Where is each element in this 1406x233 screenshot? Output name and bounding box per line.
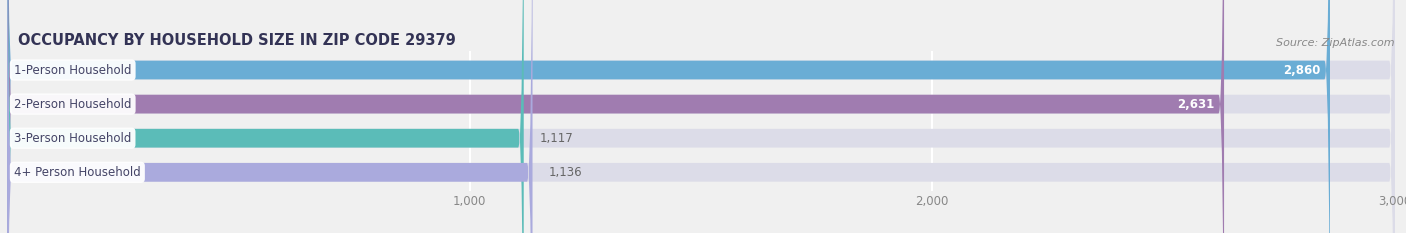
- Text: 1-Person Household: 1-Person Household: [14, 64, 132, 76]
- FancyBboxPatch shape: [7, 0, 1395, 233]
- Text: Source: ZipAtlas.com: Source: ZipAtlas.com: [1277, 38, 1395, 48]
- FancyBboxPatch shape: [7, 0, 1395, 233]
- Text: 1,136: 1,136: [548, 166, 582, 179]
- FancyBboxPatch shape: [7, 0, 1395, 233]
- Text: 4+ Person Household: 4+ Person Household: [14, 166, 141, 179]
- FancyBboxPatch shape: [7, 0, 523, 233]
- Text: 2,860: 2,860: [1284, 64, 1320, 76]
- Text: 2,631: 2,631: [1178, 98, 1215, 111]
- FancyBboxPatch shape: [7, 0, 1330, 233]
- Text: 2-Person Household: 2-Person Household: [14, 98, 132, 111]
- FancyBboxPatch shape: [7, 0, 1225, 233]
- Text: OCCUPANCY BY HOUSEHOLD SIZE IN ZIP CODE 29379: OCCUPANCY BY HOUSEHOLD SIZE IN ZIP CODE …: [18, 34, 456, 48]
- Text: 1,117: 1,117: [540, 132, 574, 145]
- Text: 3-Person Household: 3-Person Household: [14, 132, 131, 145]
- FancyBboxPatch shape: [7, 0, 533, 233]
- FancyBboxPatch shape: [7, 0, 1395, 233]
